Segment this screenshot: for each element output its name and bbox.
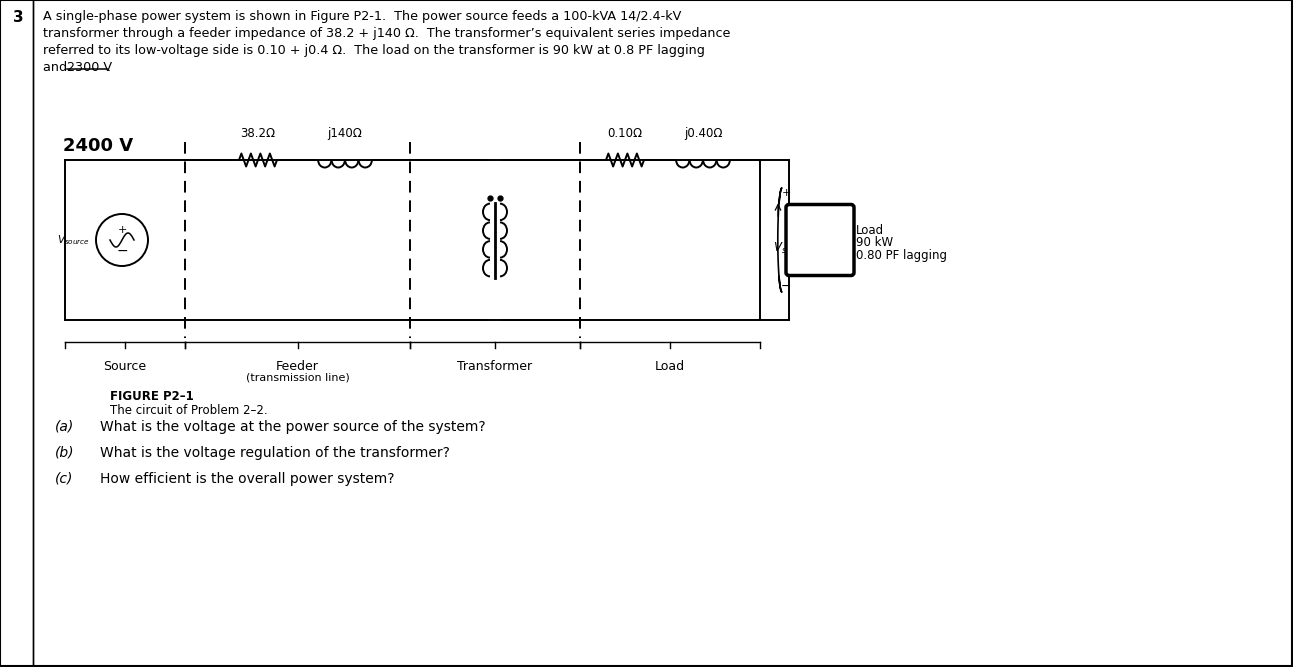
Text: 38.2Ω: 38.2Ω — [240, 127, 275, 140]
Text: (transmission line): (transmission line) — [246, 373, 349, 383]
Text: 0.10Ω: 0.10Ω — [608, 127, 643, 140]
Text: FIGURE P2–1: FIGURE P2–1 — [110, 390, 194, 403]
FancyBboxPatch shape — [786, 205, 853, 275]
Text: 3: 3 — [13, 10, 23, 25]
Text: referred to its low-voltage side is 0.10 + j0.4 Ω.  The load on the transformer : referred to its low-voltage side is 0.10… — [43, 44, 705, 57]
Text: Source: Source — [103, 360, 146, 373]
Text: +: + — [118, 225, 127, 235]
Text: A single-phase power system is shown in Figure P2-1.  The power source feeds a 1: A single-phase power system is shown in … — [43, 10, 681, 23]
Text: (a): (a) — [56, 420, 74, 434]
Text: (b): (b) — [56, 446, 75, 460]
Text: $V_s$: $V_s$ — [773, 240, 787, 255]
Text: How efficient is the overall power system?: How efficient is the overall power syste… — [100, 472, 394, 486]
Text: What is the voltage regulation of the transformer?: What is the voltage regulation of the tr… — [100, 446, 450, 460]
Text: transformer through a feeder impedance of 38.2 + j140 Ω.  The transformer’s equi: transformer through a feeder impedance o… — [43, 27, 731, 40]
Text: j0.40Ω: j0.40Ω — [684, 127, 723, 140]
Text: −: − — [116, 244, 128, 258]
Text: 2400 V: 2400 V — [63, 137, 133, 155]
Text: The circuit of Problem 2–2.: The circuit of Problem 2–2. — [110, 404, 268, 417]
Text: .: . — [107, 61, 111, 74]
Text: Feeder: Feeder — [277, 360, 319, 373]
Text: (c): (c) — [56, 472, 74, 486]
Text: j140Ω: j140Ω — [327, 127, 362, 140]
Text: +: + — [781, 188, 791, 198]
Text: 90 kW: 90 kW — [856, 237, 893, 249]
Text: 0.80 PF lagging: 0.80 PF lagging — [856, 249, 946, 263]
Text: 2300 V: 2300 V — [67, 61, 112, 74]
Text: and: and — [43, 61, 71, 74]
Text: Load: Load — [656, 360, 685, 373]
Text: −: − — [781, 280, 791, 293]
Text: Transformer: Transformer — [458, 360, 533, 373]
Text: Load: Load — [856, 223, 884, 237]
Text: What is the voltage at the power source of the system?: What is the voltage at the power source … — [100, 420, 486, 434]
Text: $V_{source}$: $V_{source}$ — [57, 233, 91, 247]
